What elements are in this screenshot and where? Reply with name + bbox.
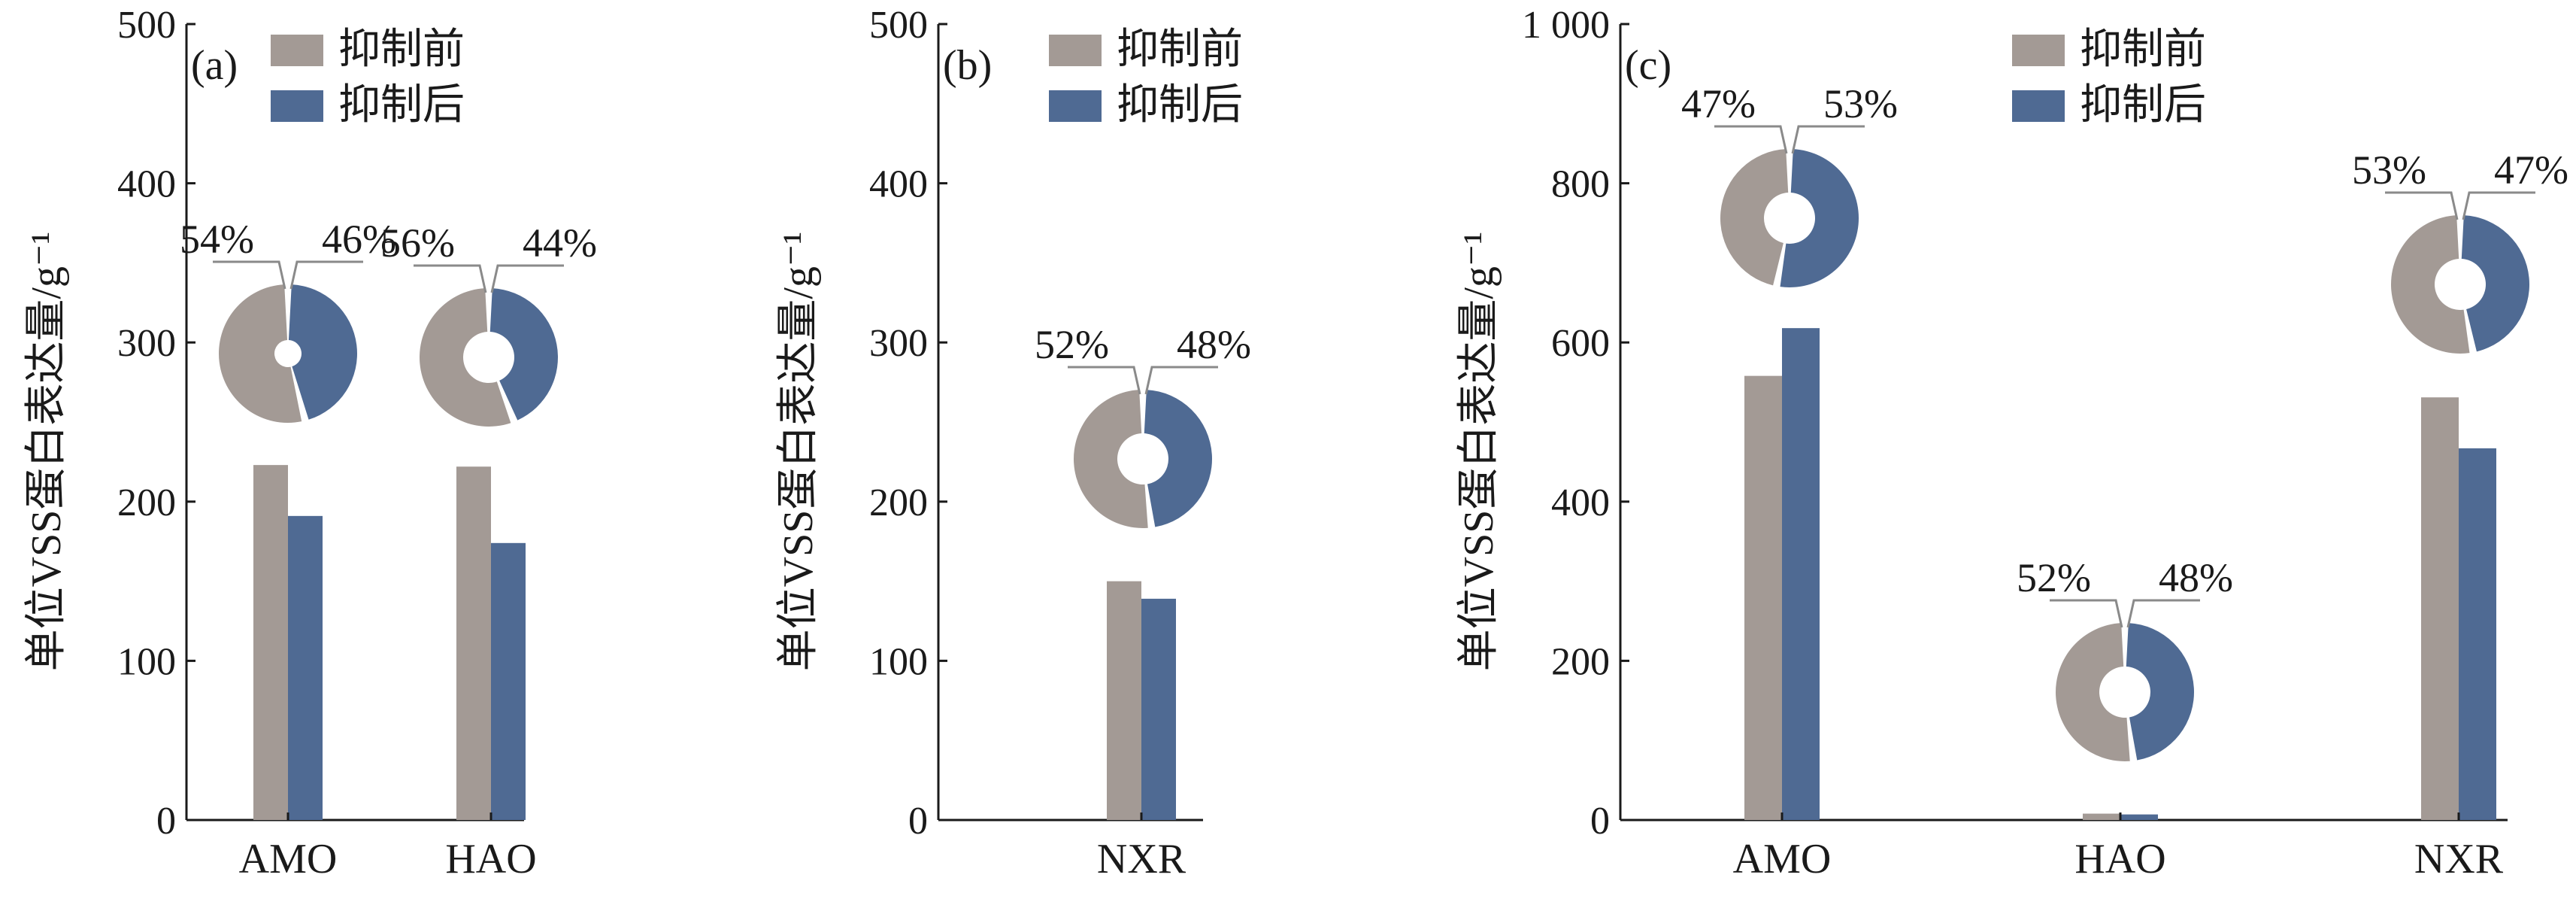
panel-a-donut-hao-before-label: 56% [380,220,455,266]
panel-c-legend-swatch-after [2012,90,2065,122]
panel-c-y-tick-label: 1 000 [1522,4,1610,47]
panel-c-donut-nxr-before-slice [2391,215,2470,354]
panel-b-donut-nxr-after-label: 48% [1177,322,1251,367]
panel-c-legend-label-before: 抑制前 [2080,26,2206,73]
panel-c-donut-hao-after-slice [2126,623,2194,761]
panel-a-bar-amo-after [288,515,323,820]
panel-a-legend-label-before: 抑制前 [338,26,465,73]
panel-c-donut-amo-before-slice [1720,149,1789,286]
panel-c-bar-nxr-after [2459,448,2496,820]
panel-c-donut-nxr-leader-after [2462,191,2535,220]
panel-b-bar-nxr-before [1107,581,1141,820]
panel-a-legend-swatch-before [271,35,323,66]
panel-a-bar-amo-before [253,465,288,820]
panel-a-y-tick-label: 200 [117,481,176,524]
panel-c-donut-nxr-leader-before [2385,191,2459,220]
panel-c-donut-hao-leader-before [2050,599,2123,628]
panel-c-legend-label-after: 抑制后 [2080,82,2206,129]
panel-a-donut-hao-after-slice [489,288,559,421]
panel-b-y-tick-label: 300 [869,322,928,365]
panel-b-bar-nxr-after [1141,598,1176,820]
panel-b-donut-nxr-before-slice [1074,390,1148,528]
panel-b-label: (b) [943,42,992,89]
panel-c-donut-hao-after-label: 48% [2159,555,2233,600]
panel-a-y-tick-label: 500 [117,4,176,47]
panel-c-donut-amo-after-label: 53% [1823,81,1898,126]
panel-a-donut-amo-leader-after [289,260,363,290]
panel-c-ylabel: 单位VSS蛋白表达量/g⁻¹ [1456,232,1502,672]
panel-a-x-tick-label: HAO [445,836,536,882]
panel-c-donut-amo-leader-after [1791,125,1865,154]
panel-c-bar-amo-before [1744,375,1782,820]
panel-b-y-tick-label: 500 [869,4,928,47]
panel-a-donut-hao-leader-before [414,264,487,293]
panel-c-y-tick-label: 0 [1590,800,1610,843]
panel-c-donut-nxr-before-label: 53% [2352,147,2426,193]
panel-a-donut-hao-leader-after [490,264,564,293]
panel-c-x-tick-label: NXR [2414,836,2504,882]
panel-c-donut-hao-before-label: 52% [2017,555,2091,600]
panel-c-donut-nxr-after-slice [2461,215,2530,352]
panel-c-donut-nxr-after-label: 47% [2494,147,2568,193]
panel-a-y-tick-label: 300 [117,322,176,365]
panel-a-y-tick-label: 0 [156,800,176,843]
panel-b-legend-swatch-after [1049,90,1102,122]
panel-b-legend-label-after: 抑制后 [1117,82,1243,129]
panel-b: (b) 单位VSS蛋白表达量/g⁻¹ 0 100 200 300 400 500 NXR 抑制… [775,4,1251,882]
panel-c-donut-amo-before-label: 47% [1681,81,1756,126]
panel-b-y-tick-label: 400 [869,163,928,206]
panel-b-x-tick-label: NXR [1097,836,1186,882]
panel-a-x-tick-label: AMO [239,836,338,882]
panel-c-bar-hao-before [2083,813,2120,820]
panel-b-donut-nxr-after-slice [1144,390,1212,527]
panel-b-legend-label-before: 抑制前 [1117,26,1243,73]
panel-a-donut-amo-before-slice [219,284,302,423]
panel-c-donut-hao-before-slice [2055,623,2130,762]
panel-b-ylabel: 单位VSS蛋白表达量/g⁻¹ [775,232,822,672]
panel-b-y-tick-label: 100 [869,640,928,683]
panel-b-donut-nxr-leader-after [1144,366,1218,395]
panel-c-y-tick-label: 600 [1551,322,1610,365]
panel-a-donut-amo-leader-before [213,260,286,290]
panel-c-y-tick-label: 400 [1551,481,1610,524]
panel-a-donut-hao-after-label: 44% [523,220,597,266]
panel-c-donut-hao-leader-after [2126,599,2200,628]
panel-a: (a) 单位VSS蛋白表达量/g⁻¹ 0 100 200 300 400 500 AMO HA… [23,4,597,882]
panel-c-donut-amo-after-slice [1780,149,1859,287]
panel-b-y-tick-label: 200 [869,481,928,524]
panel-a-label: (a) [191,42,238,89]
panel-c-bar-amo-after [1782,328,1820,820]
panel-a-bar-hao-after [491,542,526,820]
panel-a-donut-amo-after-slice [288,284,357,420]
panel-a-y-tick-label: 100 [117,640,176,683]
panel-a-donut-hao-before-slice [420,288,511,427]
panel-c-y-tick-label: 200 [1551,640,1610,683]
panel-b-donut-nxr-leader-before [1068,366,1141,395]
panel-a-legend-swatch-after [271,90,323,122]
panel-a-bar-hao-before [456,466,491,820]
panel-b-donut-nxr-before-label: 52% [1035,322,1109,367]
panel-c-y-tick-label: 800 [1551,163,1610,206]
panel-b-y-tick-label: 0 [908,800,928,843]
panel-c-x-tick-label: HAO [2074,836,2165,882]
panel-b-legend-swatch-before [1049,35,1102,66]
panel-c-bar-hao-after [2120,814,2158,820]
panel-c: (c) 单位VSS蛋白表达量/g⁻¹ 0 200 400 600 800 1 000 AMO… [1456,4,2568,882]
panel-a-legend-label-after: 抑制后 [338,82,465,129]
panel-c-donut-amo-leader-before [1714,125,1788,154]
panel-c-legend-swatch-before [2012,35,2065,66]
panel-a-donut-amo-before-label: 54% [180,217,254,262]
panel-a-y-tick-label: 400 [117,163,176,206]
panel-c-label: (c) [1625,42,1671,89]
panel-c-bar-nxr-before [2421,397,2459,820]
panel-c-x-tick-label: AMO [1733,836,1832,882]
panel-a-donut-amo-after-label: 46% [322,217,396,262]
panel-a-ylabel: 单位VSS蛋白表达量/g⁻¹ [23,232,70,672]
